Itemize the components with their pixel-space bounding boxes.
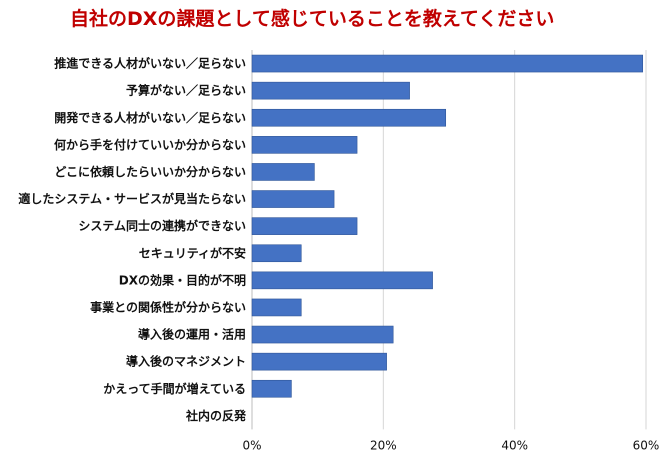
bar bbox=[251, 352, 387, 371]
x-tick-label: 60% bbox=[633, 438, 660, 452]
bar bbox=[251, 379, 292, 398]
bar bbox=[251, 190, 335, 208]
category-label: 導入後の運用・活用 bbox=[138, 327, 246, 342]
category-label: 事業との関係性が分からない bbox=[90, 299, 246, 314]
category-label: どこに依頼したらいいか分からない bbox=[54, 164, 246, 179]
category-labels: 推進できる人材がいない／足らない予算がない／足らない開発できる人材がいない／足ら… bbox=[18, 56, 247, 423]
bar bbox=[251, 217, 358, 235]
bar bbox=[251, 136, 358, 154]
bar bbox=[251, 298, 302, 317]
bar bbox=[251, 325, 394, 344]
bar bbox=[251, 244, 302, 263]
category-label: システム同士の連携ができない bbox=[78, 218, 246, 233]
category-label: DXの効果・目的が不明 bbox=[119, 272, 246, 287]
category-label: 開発できる人材がいない／足らない bbox=[54, 110, 246, 125]
bar bbox=[251, 108, 447, 127]
x-tick-label: 40% bbox=[501, 438, 528, 452]
category-label: かえって手間が増えている bbox=[103, 381, 246, 396]
bar bbox=[251, 163, 315, 181]
x-tick-label: 20% bbox=[370, 438, 397, 452]
bars bbox=[251, 54, 644, 398]
chart-title: 自社のDXの課題として感じていることを教えてください bbox=[70, 8, 555, 30]
category-label: 導入後のマネジメント bbox=[126, 354, 246, 369]
category-label: 何から手を付けていいか分からない bbox=[54, 137, 246, 152]
category-label: 適したシステム・サービスが見当たらない bbox=[18, 191, 246, 206]
category-label: 推進できる人材がいない／足らない bbox=[54, 56, 246, 71]
grid-lines bbox=[251, 50, 647, 430]
bar bbox=[251, 54, 644, 73]
bar bbox=[251, 81, 410, 100]
category-label: 社内の反発 bbox=[185, 408, 247, 423]
x-tick-labels: 0% 20% 40% 60% bbox=[242, 438, 659, 452]
x-tick-label: 0% bbox=[242, 438, 261, 452]
bar bbox=[251, 271, 433, 290]
category-label: 予算がない／足らない bbox=[126, 83, 246, 98]
category-label: セキュリティが不安 bbox=[139, 245, 246, 260]
